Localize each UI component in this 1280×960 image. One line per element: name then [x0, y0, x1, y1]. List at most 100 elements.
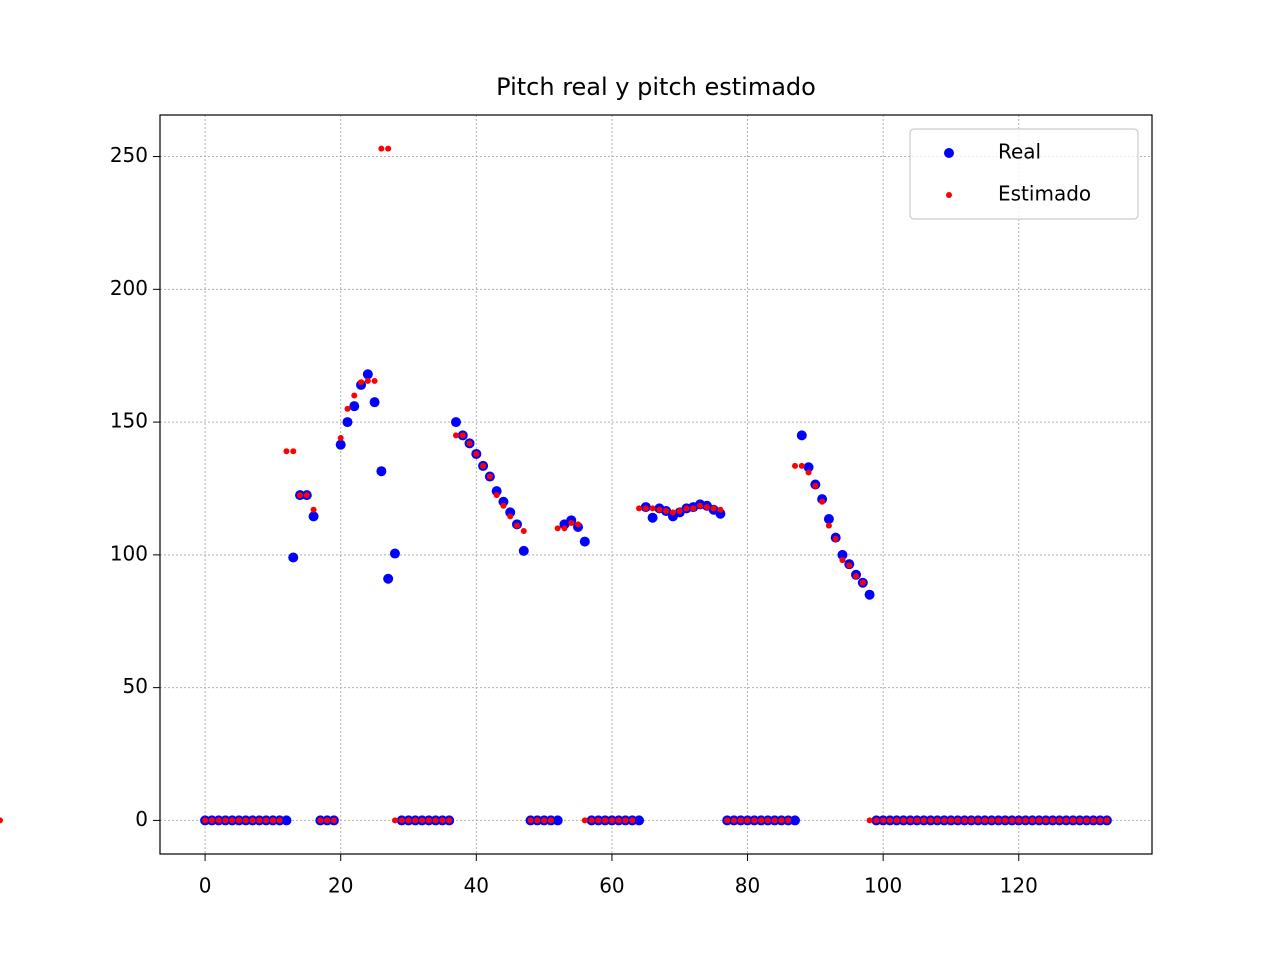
y-tick-label: 100	[110, 541, 148, 565]
point	[389, 548, 400, 559]
point	[398, 817, 405, 824]
x-tick-label: 40	[464, 874, 489, 898]
point	[893, 817, 900, 824]
point	[263, 817, 270, 824]
point	[669, 509, 676, 516]
point	[744, 817, 751, 824]
point	[554, 525, 561, 532]
point	[493, 492, 500, 499]
point	[1022, 817, 1029, 824]
plot-frame	[159, 114, 1153, 855]
point	[819, 498, 826, 505]
point	[608, 817, 615, 824]
point	[927, 817, 934, 824]
point	[873, 817, 880, 824]
point	[229, 817, 236, 824]
x-tick-label: 60	[599, 874, 624, 898]
point	[697, 502, 704, 509]
point	[961, 817, 968, 824]
point	[297, 492, 304, 499]
point	[1076, 817, 1083, 824]
point	[790, 815, 801, 826]
point	[473, 450, 480, 457]
legend-marker	[944, 148, 954, 158]
point	[730, 817, 737, 824]
point	[288, 552, 299, 563]
point	[364, 377, 371, 384]
point	[541, 817, 548, 824]
point	[575, 521, 582, 528]
point	[703, 504, 710, 511]
y-tick-label: 0	[135, 807, 148, 831]
point	[202, 817, 209, 824]
point	[663, 508, 670, 515]
point	[1083, 817, 1090, 824]
point	[676, 508, 683, 515]
point	[1097, 817, 1104, 824]
x-tick-label: 0	[199, 874, 212, 898]
point	[690, 505, 697, 512]
legend-label: Estimado	[998, 182, 1091, 206]
point	[656, 506, 663, 513]
point	[371, 377, 378, 384]
point	[276, 817, 283, 824]
point	[995, 817, 1002, 824]
point	[425, 817, 432, 824]
point	[349, 401, 360, 412]
point	[717, 506, 724, 513]
point	[500, 502, 507, 509]
point	[513, 522, 520, 529]
point	[385, 145, 392, 152]
point	[602, 817, 609, 824]
point	[1036, 817, 1043, 824]
point	[351, 392, 358, 399]
point	[837, 549, 848, 560]
point	[344, 405, 351, 412]
point	[552, 815, 563, 826]
point	[432, 817, 439, 824]
point	[792, 462, 799, 469]
point	[832, 535, 839, 542]
point	[751, 817, 758, 824]
point	[412, 817, 419, 824]
point	[405, 817, 412, 824]
point	[310, 506, 317, 513]
point	[785, 817, 792, 824]
point	[710, 505, 717, 512]
point	[615, 817, 622, 824]
point	[758, 817, 765, 824]
point	[452, 432, 459, 439]
point	[486, 473, 493, 480]
point	[812, 482, 819, 489]
point	[798, 462, 805, 469]
point	[900, 817, 907, 824]
point	[317, 817, 324, 824]
y-tick-label: 50	[123, 674, 148, 698]
point	[335, 439, 346, 450]
point	[941, 817, 948, 824]
point	[269, 817, 276, 824]
point	[1029, 817, 1036, 824]
point	[636, 505, 643, 512]
point	[466, 440, 473, 447]
y-tick-label: 150	[110, 409, 148, 433]
x-tick-label: 120	[1000, 874, 1038, 898]
point	[561, 525, 568, 532]
point	[647, 512, 658, 523]
point	[579, 536, 590, 547]
point	[527, 817, 534, 824]
point	[907, 817, 914, 824]
legend-label: Real	[998, 140, 1041, 164]
point	[886, 817, 893, 824]
point	[853, 573, 860, 580]
point	[1042, 817, 1049, 824]
point	[520, 527, 527, 534]
point	[947, 817, 954, 824]
legend-box	[909, 128, 1139, 220]
point	[920, 817, 927, 824]
point	[507, 513, 514, 520]
point	[859, 579, 866, 586]
point	[330, 817, 337, 824]
point	[283, 448, 290, 455]
